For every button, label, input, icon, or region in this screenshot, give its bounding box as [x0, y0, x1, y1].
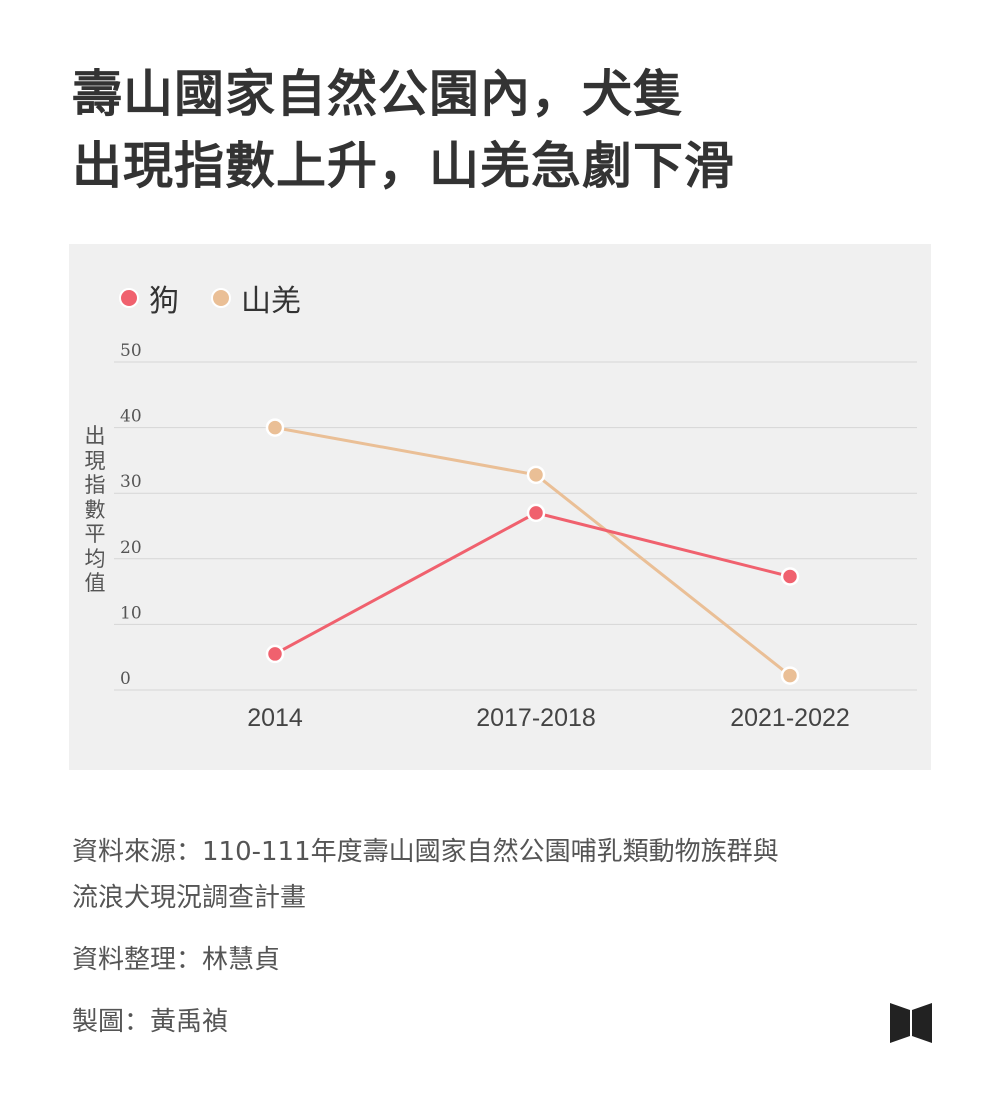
- graphic-credit: 製圖：黃禹禎: [72, 1007, 229, 1037]
- data-point-dog: [265, 644, 285, 664]
- y-tick-label: 30: [120, 472, 142, 492]
- y-tick-label: 20: [120, 538, 142, 558]
- legend-marker-dog: [119, 288, 139, 308]
- y-tick-label: 10: [120, 603, 142, 623]
- legend-label-dog: 狗: [149, 284, 179, 319]
- x-tick-label: 2017-2018: [476, 704, 596, 732]
- chart-title-line-2: 出現指數上升，山羌急劇下滑: [72, 137, 735, 195]
- data-point-dog: [526, 503, 546, 523]
- legend-item-muntjac: 山羌: [211, 276, 301, 320]
- series-line-dog: [274, 511, 791, 656]
- legend-label-muntjac: 山羌: [241, 284, 301, 319]
- chart-title: 壽山國家自然公園內，犬隻 出現指數上升，山羌急劇下滑: [72, 58, 932, 202]
- data-source-line-1: 資料來源：110-111年度壽山國家自然公園哺乳類動物族群與: [72, 837, 779, 867]
- legend-marker-muntjac: [211, 288, 231, 308]
- y-tick-label: 0: [120, 669, 131, 689]
- chart-panel: 50 40 30 20 10 0 2014 2017-2018 2021-2022 狗 山羌 出…: [69, 244, 931, 770]
- chart-legend: 狗 山羌: [119, 276, 333, 320]
- data-source: 資料來源：110-111年度壽山國家自然公園哺乳類動物族群與 流浪犬現況調查計畫: [72, 829, 932, 921]
- legend-item-dog: 狗: [119, 276, 179, 320]
- data-point-muntjac: [780, 666, 800, 685]
- data-point-muntjac: [265, 418, 285, 437]
- y-tick-label: 50: [120, 341, 142, 361]
- x-tick-label: 2014: [247, 704, 303, 732]
- publisher-logo-icon: [888, 1001, 934, 1049]
- y-tick-label: 40: [120, 407, 142, 427]
- data-source-line-2: 流浪犬現況調查計畫: [72, 883, 307, 913]
- x-tick-label: 2021-2022: [730, 704, 850, 732]
- chart-title-line-1: 壽山國家自然公園內，犬隻: [72, 65, 684, 123]
- y-axis-label: 出現指數平均值: [84, 424, 106, 595]
- line-chart: 50 40 30 20 10 0 2014 2017-2018 2021-2022: [114, 341, 917, 732]
- data-point-muntjac: [526, 465, 546, 485]
- data-compiled-by: 資料整理：林慧貞: [72, 945, 281, 975]
- data-point-dog: [780, 567, 800, 586]
- series-line-muntjac: [274, 426, 791, 677]
